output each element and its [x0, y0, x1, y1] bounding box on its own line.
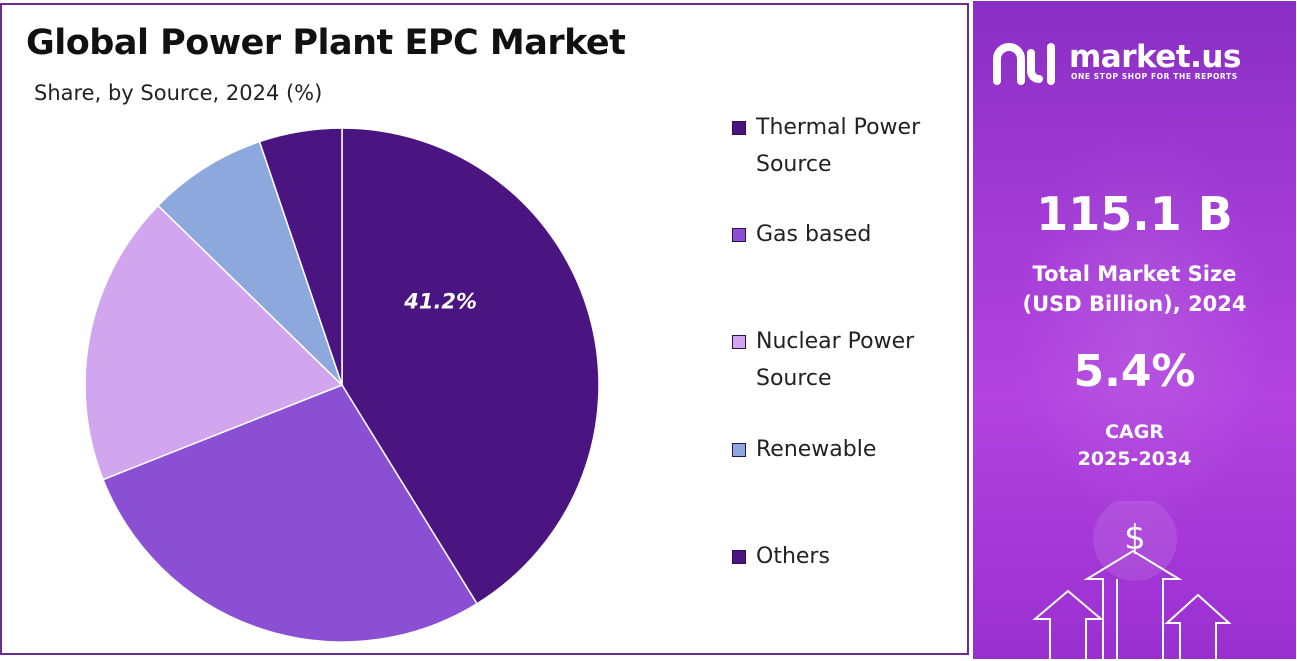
cagr-label: CAGR 2025-2034 [1077, 421, 1192, 470]
legend-label: Nuclear Power Source [756, 329, 915, 391]
pie-slice-nuclear-power-source [84, 204, 344, 481]
legend-swatch [732, 550, 746, 564]
chart-subtitle: Share, by Source, 2024 (%) [34, 81, 323, 105]
legend-swatch [732, 443, 746, 457]
legend-label: Gas based [756, 222, 872, 247]
market-size-value: 115.1 B [1036, 187, 1233, 241]
pie-slice-gas-based [102, 384, 479, 643]
chart-panel: Global Power Plant EPC Market Share, by … [0, 3, 969, 655]
pie-slice-others [258, 127, 343, 386]
legend-swatch [732, 121, 746, 135]
brand-name: market.us [1069, 39, 1241, 75]
brand-logo: market.us ONE STOP SHOP FOR THE REPORTS [993, 39, 1283, 89]
pie-chart: 41.2% [84, 127, 600, 643]
background-glow [1013, 121, 1273, 541]
pie-slice-thermal-power-source [341, 127, 600, 605]
legend-swatch [732, 228, 746, 242]
pie-slice-renewable [156, 140, 343, 386]
dollar-glyph: $ [1124, 518, 1146, 558]
legend-label: Others [756, 544, 830, 569]
chart-title: Global Power Plant EPC Market [26, 23, 626, 63]
legend-swatch [732, 335, 746, 349]
market-us-logo-icon [993, 43, 1055, 85]
legend-label: Thermal Power Source [756, 115, 921, 177]
market-summary-panel: market.us ONE STOP SHOP FOR THE REPORTS … [973, 1, 1296, 659]
data-label-thermal-power-source: 41.2% [403, 290, 477, 314]
cagr-value: 5.4% [1073, 346, 1196, 397]
dollar-arrows-icon: $ [1032, 501, 1232, 659]
legend-label: Renewable [756, 437, 877, 462]
market-size-label: Total Market Size (USD Billion), 2024 [1022, 262, 1247, 316]
brand-tagline: ONE STOP SHOP FOR THE REPORTS [1071, 72, 1238, 81]
